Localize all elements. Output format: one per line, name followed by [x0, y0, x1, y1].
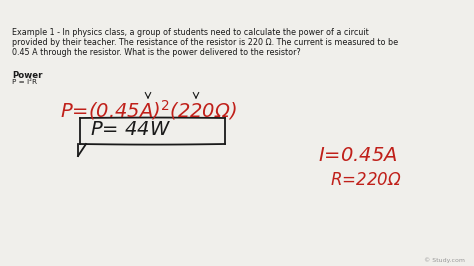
Text: $\mathit{P}$=(0.45A)$^2$(220Ω): $\mathit{P}$=(0.45A)$^2$(220Ω) — [60, 98, 237, 122]
Text: $\mathit{I}$=0.45A: $\mathit{I}$=0.45A — [318, 146, 398, 165]
Text: 0.45 A through the resistor. What is the power delivered to the resistor?: 0.45 A through the resistor. What is the… — [12, 48, 301, 57]
Text: Example 1 - In physics class, a group of students need to calculate the power of: Example 1 - In physics class, a group of… — [12, 28, 369, 37]
Text: $\mathit{P}$= 44W: $\mathit{P}$= 44W — [90, 120, 171, 139]
Text: $\mathit{R}$=220Ω: $\mathit{R}$=220Ω — [330, 171, 401, 189]
Text: © Study.com: © Study.com — [424, 257, 465, 263]
Text: P = I²R: P = I²R — [12, 79, 37, 85]
Text: provided by their teacher. The resistance of the resistor is 220 Ω. The current : provided by their teacher. The resistanc… — [12, 38, 398, 47]
Text: Power: Power — [12, 71, 43, 80]
